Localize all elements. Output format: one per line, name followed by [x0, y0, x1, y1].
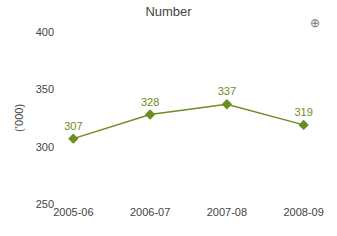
- svg-text:250: 250: [36, 198, 54, 210]
- svg-text:337: 337: [218, 85, 236, 97]
- svg-text:2008-09: 2008-09: [283, 206, 323, 218]
- svg-text:300: 300: [36, 141, 54, 153]
- svg-text:2005-06: 2005-06: [53, 206, 93, 218]
- svg-text:307: 307: [64, 120, 82, 132]
- svg-text:2007-08: 2007-08: [207, 206, 247, 218]
- svg-text:319: 319: [294, 106, 312, 118]
- svg-text:(’000): (’000): [13, 104, 25, 132]
- svg-text:400: 400: [36, 26, 54, 38]
- svg-text:2006-07: 2006-07: [130, 206, 170, 218]
- svg-text:⊕: ⊕: [310, 16, 320, 30]
- svg-text:Number: Number: [145, 4, 192, 19]
- svg-text:328: 328: [141, 96, 159, 108]
- svg-text:350: 350: [36, 83, 54, 95]
